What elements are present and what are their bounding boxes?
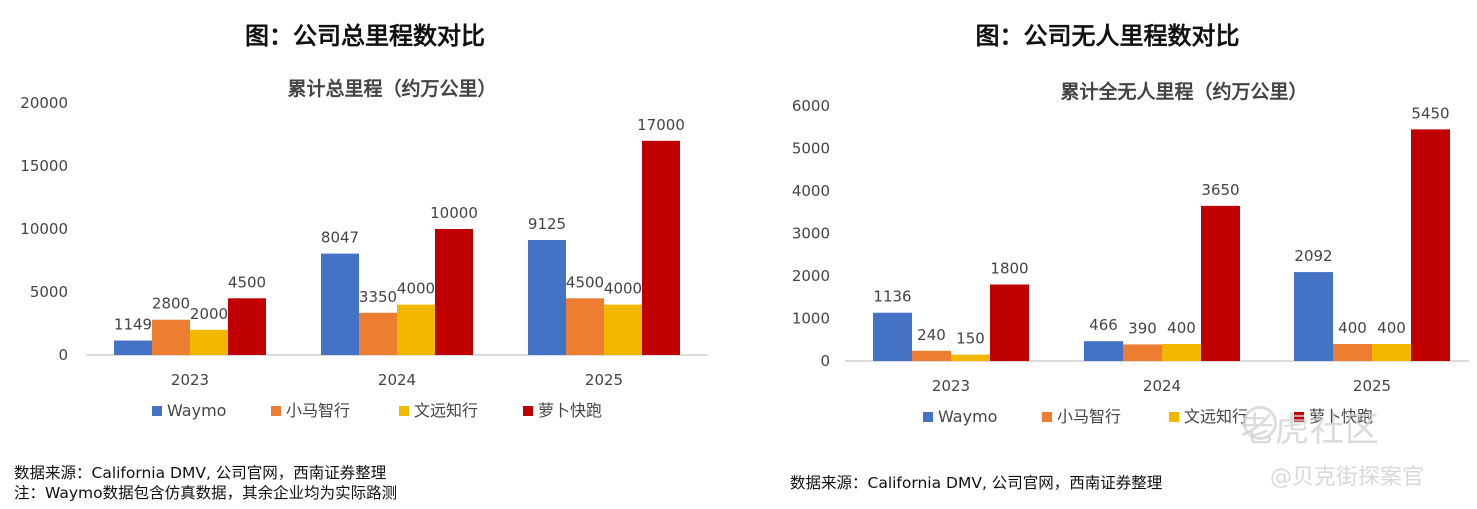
data-label-pony-2025: 400 — [1338, 319, 1367, 337]
data-label-pony-2024: 3350 — [359, 288, 397, 306]
legend-swatch-weride — [1169, 412, 1179, 422]
chart-title: 累计全无人里程（约万公里） — [1060, 80, 1307, 103]
legend-swatch-apollo — [1294, 412, 1304, 422]
legend-label-waymo: Waymo — [167, 401, 226, 420]
legend-label-pony: 小马智行 — [286, 401, 350, 420]
data-label-waymo-2023: 1149 — [114, 316, 152, 334]
data-label-waymo-2024: 8047 — [321, 229, 359, 247]
bar-waymo-2025 — [1294, 272, 1333, 361]
y-tick-label: 20000 — [20, 94, 68, 112]
total-mileage-chart: 累计总里程（约万公里）05000100001500020000114928002… — [20, 77, 708, 420]
legend-label-weride: 文远知行 — [414, 401, 478, 420]
y-tick-label: 10000 — [20, 220, 68, 238]
right-source-note: 数据来源：California DMV, 公司官网，西南证券整理 — [790, 474, 1163, 492]
legend-label-apollo: 萝卜快跑 — [538, 401, 602, 420]
data-label-waymo-2025: 2092 — [1294, 247, 1332, 265]
y-tick-label: 3000 — [792, 225, 830, 243]
bar-weride-2024 — [1162, 344, 1201, 361]
data-label-apollo-2025: 17000 — [637, 116, 685, 134]
legend-label-pony: 小马智行 — [1057, 407, 1121, 426]
legend-label-weride: 文远知行 — [1184, 407, 1248, 426]
bar-waymo-2023 — [873, 312, 912, 361]
chart-title: 累计总里程（约万公里） — [287, 77, 496, 100]
watermark-community: 老虎社区 — [1240, 410, 1380, 450]
bar-weride-2025 — [1372, 344, 1411, 361]
x-tick-label: 2023 — [171, 371, 209, 389]
right-main-title: 图：公司无人里程数对比 — [975, 22, 1240, 50]
data-label-pony-2023: 240 — [917, 326, 946, 344]
y-tick-label: 4000 — [792, 182, 830, 200]
right-notes: 数据来源：California DMV, 公司官网，西南证券整理 — [790, 473, 1162, 493]
data-label-pony-2025: 4500 — [566, 273, 604, 291]
left-source-note: 数据来源：California DMV, 公司官网，西南证券整理 — [14, 464, 387, 482]
watermark-logo-icon — [1243, 406, 1277, 440]
data-label-weride-2024: 4000 — [397, 280, 435, 298]
legend-swatch-weride — [399, 406, 409, 416]
data-label-apollo-2023: 4500 — [228, 273, 266, 291]
legend-swatch-waymo — [152, 406, 162, 416]
data-label-apollo-2023: 1800 — [990, 260, 1028, 278]
legend-label-apollo: 萝卜快跑 — [1309, 407, 1373, 426]
data-label-pony-2024: 390 — [1128, 319, 1157, 337]
bar-pony-2025 — [1333, 344, 1372, 361]
legend-swatch-waymo — [923, 412, 933, 422]
y-tick-label: 6000 — [792, 97, 830, 115]
bar-waymo-2024 — [321, 253, 359, 355]
x-tick-label: 2024 — [378, 371, 416, 389]
y-tick-label: 5000 — [30, 283, 68, 301]
data-label-weride-2023: 150 — [956, 330, 985, 348]
bar-waymo-2025 — [528, 240, 566, 355]
bar-weride-2024 — [397, 304, 435, 355]
driverless-mileage-chart: 累计全无人里程（约万公里） 0 1000 2000 3000 4000 5000 6000 11… — [792, 80, 1469, 426]
bar-pony-2024 — [1123, 344, 1162, 361]
bar-apollo-2025 — [1411, 129, 1450, 361]
legend-label-waymo: Waymo — [938, 407, 997, 426]
bar-apollo-2025 — [642, 140, 680, 355]
x-tick-label: 2023 — [932, 377, 970, 395]
y-tick-label: 15000 — [20, 157, 68, 175]
bar-pony-2025 — [566, 298, 604, 355]
left-main-title: 图：公司总里程数对比 — [245, 22, 485, 50]
left-footnote: 注：Waymo数据包含仿真数据，其余企业均为实际路测 — [14, 484, 398, 502]
x-tick-label: 2024 — [1143, 377, 1181, 395]
bar-weride-2023 — [190, 329, 228, 355]
y-tick-label: 0 — [820, 352, 830, 370]
data-label-waymo-2023: 1136 — [873, 288, 911, 306]
data-label-waymo-2024: 466 — [1089, 316, 1118, 334]
left-notes: 数据来源：California DMV, 公司官网，西南证券整理 注：Waymo… — [14, 463, 397, 503]
data-label-pony-2023: 2800 — [152, 295, 190, 313]
right-chart-panel: 图：公司无人里程数对比 累计全无人里程（约万公里） 0 1000 2000 3000 40… — [738, 0, 1477, 509]
y-tick-label: 2000 — [792, 267, 830, 285]
data-label-weride-2025: 4000 — [604, 280, 642, 298]
legend-swatch-pony — [1042, 412, 1052, 422]
bar-waymo-2023 — [114, 340, 152, 355]
x-tick-label: 2025 — [1353, 377, 1391, 395]
x-tick-label: 2025 — [585, 371, 623, 389]
data-label-weride-2025: 400 — [1377, 319, 1406, 337]
data-label-apollo-2024: 3650 — [1201, 181, 1239, 199]
data-label-apollo-2024: 10000 — [430, 204, 478, 222]
bar-waymo-2024 — [1084, 341, 1123, 361]
bar-pony-2023 — [912, 350, 951, 361]
y-tick-label: 5000 — [792, 140, 830, 158]
left-chart-panel: 图：公司总里程数对比 累计总里程（约万公里） 0 5000 10000 15000 200… — [0, 0, 738, 509]
data-label-waymo-2025: 9125 — [528, 215, 566, 233]
bar-apollo-2024 — [435, 229, 473, 355]
bar-apollo-2023 — [990, 284, 1029, 361]
data-label-apollo-2025: 5450 — [1411, 104, 1449, 122]
legend-swatch-apollo — [523, 406, 533, 416]
bar-apollo-2024 — [1201, 205, 1240, 361]
bar-pony-2024 — [359, 312, 397, 355]
y-tick-label: 1000 — [792, 310, 830, 328]
legend-swatch-pony — [271, 406, 281, 416]
bar-apollo-2023 — [228, 298, 266, 355]
data-label-weride-2024: 400 — [1167, 319, 1196, 337]
bar-weride-2025 — [604, 304, 642, 355]
bar-pony-2023 — [152, 319, 190, 355]
data-label-weride-2023: 2000 — [190, 305, 228, 323]
y-tick-label: 0 — [58, 346, 68, 364]
watermark-author: @贝克街探案官 — [1270, 465, 1425, 490]
bar-weride-2023 — [951, 354, 990, 361]
